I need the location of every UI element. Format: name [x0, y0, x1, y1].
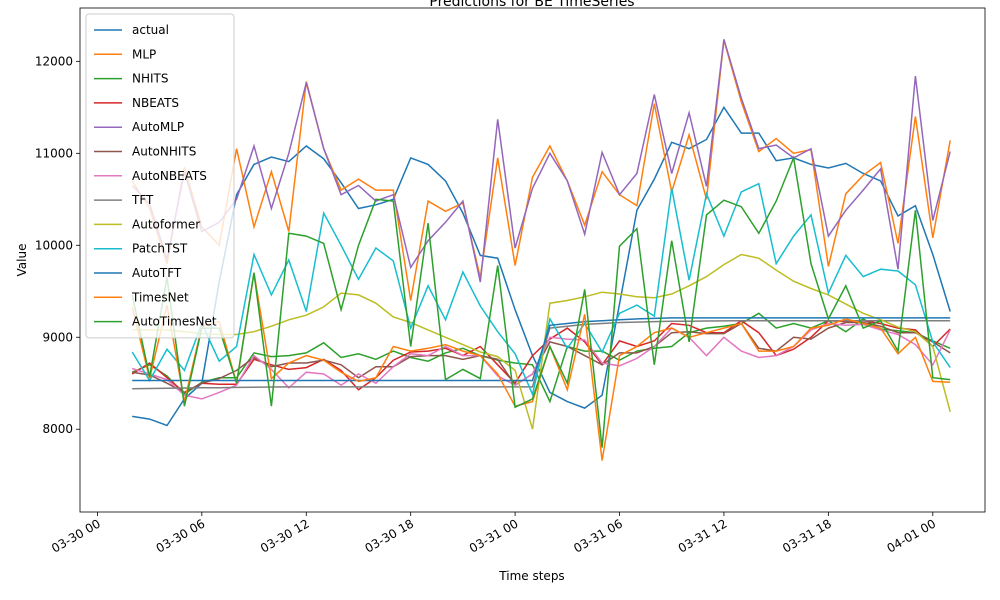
series-line: [131, 155, 951, 448]
chart-title: Predictions for BE TimeSeries: [429, 0, 634, 10]
series-line: [131, 39, 951, 301]
legend-label: AutoTimesNet: [132, 315, 217, 329]
plot-area: [79, 7, 986, 513]
series-line: [131, 39, 951, 283]
legend-label: actual: [132, 23, 169, 37]
legend-label: AutoNBEATS: [132, 169, 207, 183]
series-line: [131, 312, 951, 404]
x-tick-label: 04-01 00: [885, 516, 939, 555]
x-axis-label: Time steps: [498, 569, 564, 583]
legend-label: AutoMLP: [132, 120, 184, 134]
series-line: [131, 182, 951, 397]
legend-label: TFT: [131, 193, 154, 207]
legend-label: NHITS: [132, 72, 169, 86]
x-tick-label: 03-30 00: [49, 516, 103, 555]
x-tick-label: 03-30 12: [258, 516, 312, 555]
y-tick-label: 12000: [35, 54, 73, 68]
series-line: [132, 105, 951, 427]
y-tick-label: 8000: [42, 422, 73, 436]
x-tick-label: 03-31 18: [780, 516, 834, 555]
x-tick-label: 03-31 12: [676, 516, 730, 555]
series-line: [132, 253, 951, 430]
legend-label: MLP: [132, 47, 156, 61]
x-tick-label: 03-30 18: [362, 516, 416, 555]
legend-label: Autoformer: [132, 217, 200, 231]
x-tick-label: 03-31 06: [571, 516, 625, 555]
x-tick-label: 03-30 06: [154, 516, 208, 555]
x-tick-label: 03-31 00: [467, 516, 521, 555]
legend-box: [85, 13, 235, 339]
y-tick-label: 11000: [35, 146, 73, 160]
legend-label: NBEATS: [132, 96, 179, 110]
y-tick-label: 9000: [42, 330, 73, 344]
legend-label: PatchTST: [132, 242, 188, 256]
legend-label: TimesNet: [131, 290, 189, 304]
legend-label: AutoNHITS: [132, 145, 196, 159]
legend: actual MLP NHITS NBEATS AutoMLP AutoNHITS Auto…: [85, 13, 235, 339]
legend-label: AutoTFT: [132, 266, 182, 280]
y-axis-label: Value: [15, 244, 29, 277]
y-tick-label: 10000: [35, 238, 73, 252]
